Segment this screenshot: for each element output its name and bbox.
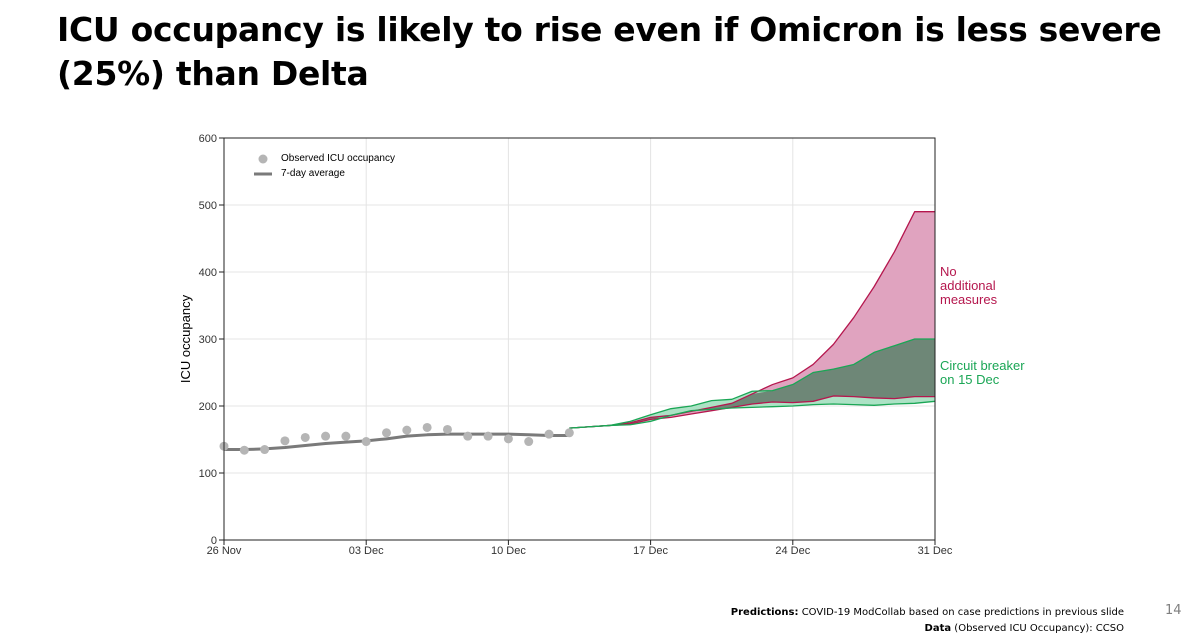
y-tick-label: 100	[199, 468, 217, 480]
observed-point	[300, 432, 310, 442]
x-tick-label: 24 Dec	[775, 545, 810, 557]
observed-point	[483, 431, 493, 441]
footer-predictions-text: COVID-19 ModCollab based on case predict…	[798, 607, 1124, 618]
observed-point	[280, 436, 290, 446]
observed-point	[361, 437, 371, 447]
observed-point	[544, 429, 554, 439]
legend-observed-marker	[258, 154, 268, 164]
x-tick-label: 31 Dec	[918, 545, 953, 557]
line-no-measures-lower	[569, 395, 935, 429]
footer-data-text: (Observed ICU Occupancy): CCSO	[951, 623, 1124, 634]
observed-point	[463, 431, 473, 441]
footer-predictions-label: Predictions:	[730, 607, 799, 618]
x-tick-label: 26 Nov	[207, 545, 242, 557]
label-circuit-breaker: on 15 Dec	[940, 372, 1000, 387]
y-tick-label: 400	[199, 267, 217, 279]
observed-point	[402, 425, 412, 435]
footer-predictions: Predictions: COVID-19 ModCollab based on…	[731, 607, 1124, 618]
line-circuit-breaker-upper	[569, 338, 935, 429]
y-tick-label: 200	[199, 401, 217, 413]
grid-layer	[223, 137, 936, 541]
slide-title: ICU occupancy is likely to rise even if …	[57, 10, 1162, 93]
label-no-additional-measures: measures	[940, 292, 998, 307]
y-tick-label: 600	[199, 133, 217, 145]
line-circuit-breaker-lower	[569, 400, 936, 429]
x-tick-label: 17 Dec	[633, 545, 668, 557]
series-lines	[224, 211, 936, 452]
legend-average-label: 7-day average	[281, 168, 345, 179]
legend: Observed ICU occupancy 7-day average	[254, 153, 395, 179]
observed-point	[524, 437, 534, 447]
line-7-day-average	[224, 432, 570, 452]
footer-data-label: Data	[924, 623, 952, 634]
observed-point	[260, 445, 270, 455]
x-tick-label: 03 Dec	[349, 545, 384, 557]
label-no-additional-measures: additional	[940, 278, 996, 293]
y-tick-label: 300	[199, 334, 217, 346]
y-tick-label: 0	[211, 535, 217, 547]
page-number: 14	[1165, 603, 1182, 618]
legend-observed-label: Observed ICU occupancy	[281, 153, 395, 164]
y-axis-title: ICU occupancy	[178, 294, 193, 383]
observed-point	[503, 434, 513, 444]
band-overlap	[569, 339, 935, 429]
observed-point	[239, 445, 249, 455]
observed-point	[382, 428, 392, 438]
x-tick-label: 10 Dec	[491, 545, 526, 557]
axes: 0 100 200 300 400 500 600 26 Nov 03 Dec 10 Dec 17 …	[178, 133, 953, 557]
y-tick-label: 500	[199, 200, 217, 212]
footer-data-source: Data (Observed ICU Occupancy): CCSO	[925, 623, 1124, 634]
observed-point	[564, 428, 574, 438]
observed-point	[422, 422, 432, 432]
observed-point	[321, 431, 331, 441]
line-no-measures-upper	[569, 211, 935, 429]
observed-point	[442, 424, 452, 434]
observed-point	[341, 431, 351, 441]
projection-bands	[569, 211, 935, 429]
label-circuit-breaker: Circuit breaker	[940, 358, 1025, 373]
label-no-additional-measures: No	[940, 264, 957, 279]
observed-points	[219, 422, 574, 455]
